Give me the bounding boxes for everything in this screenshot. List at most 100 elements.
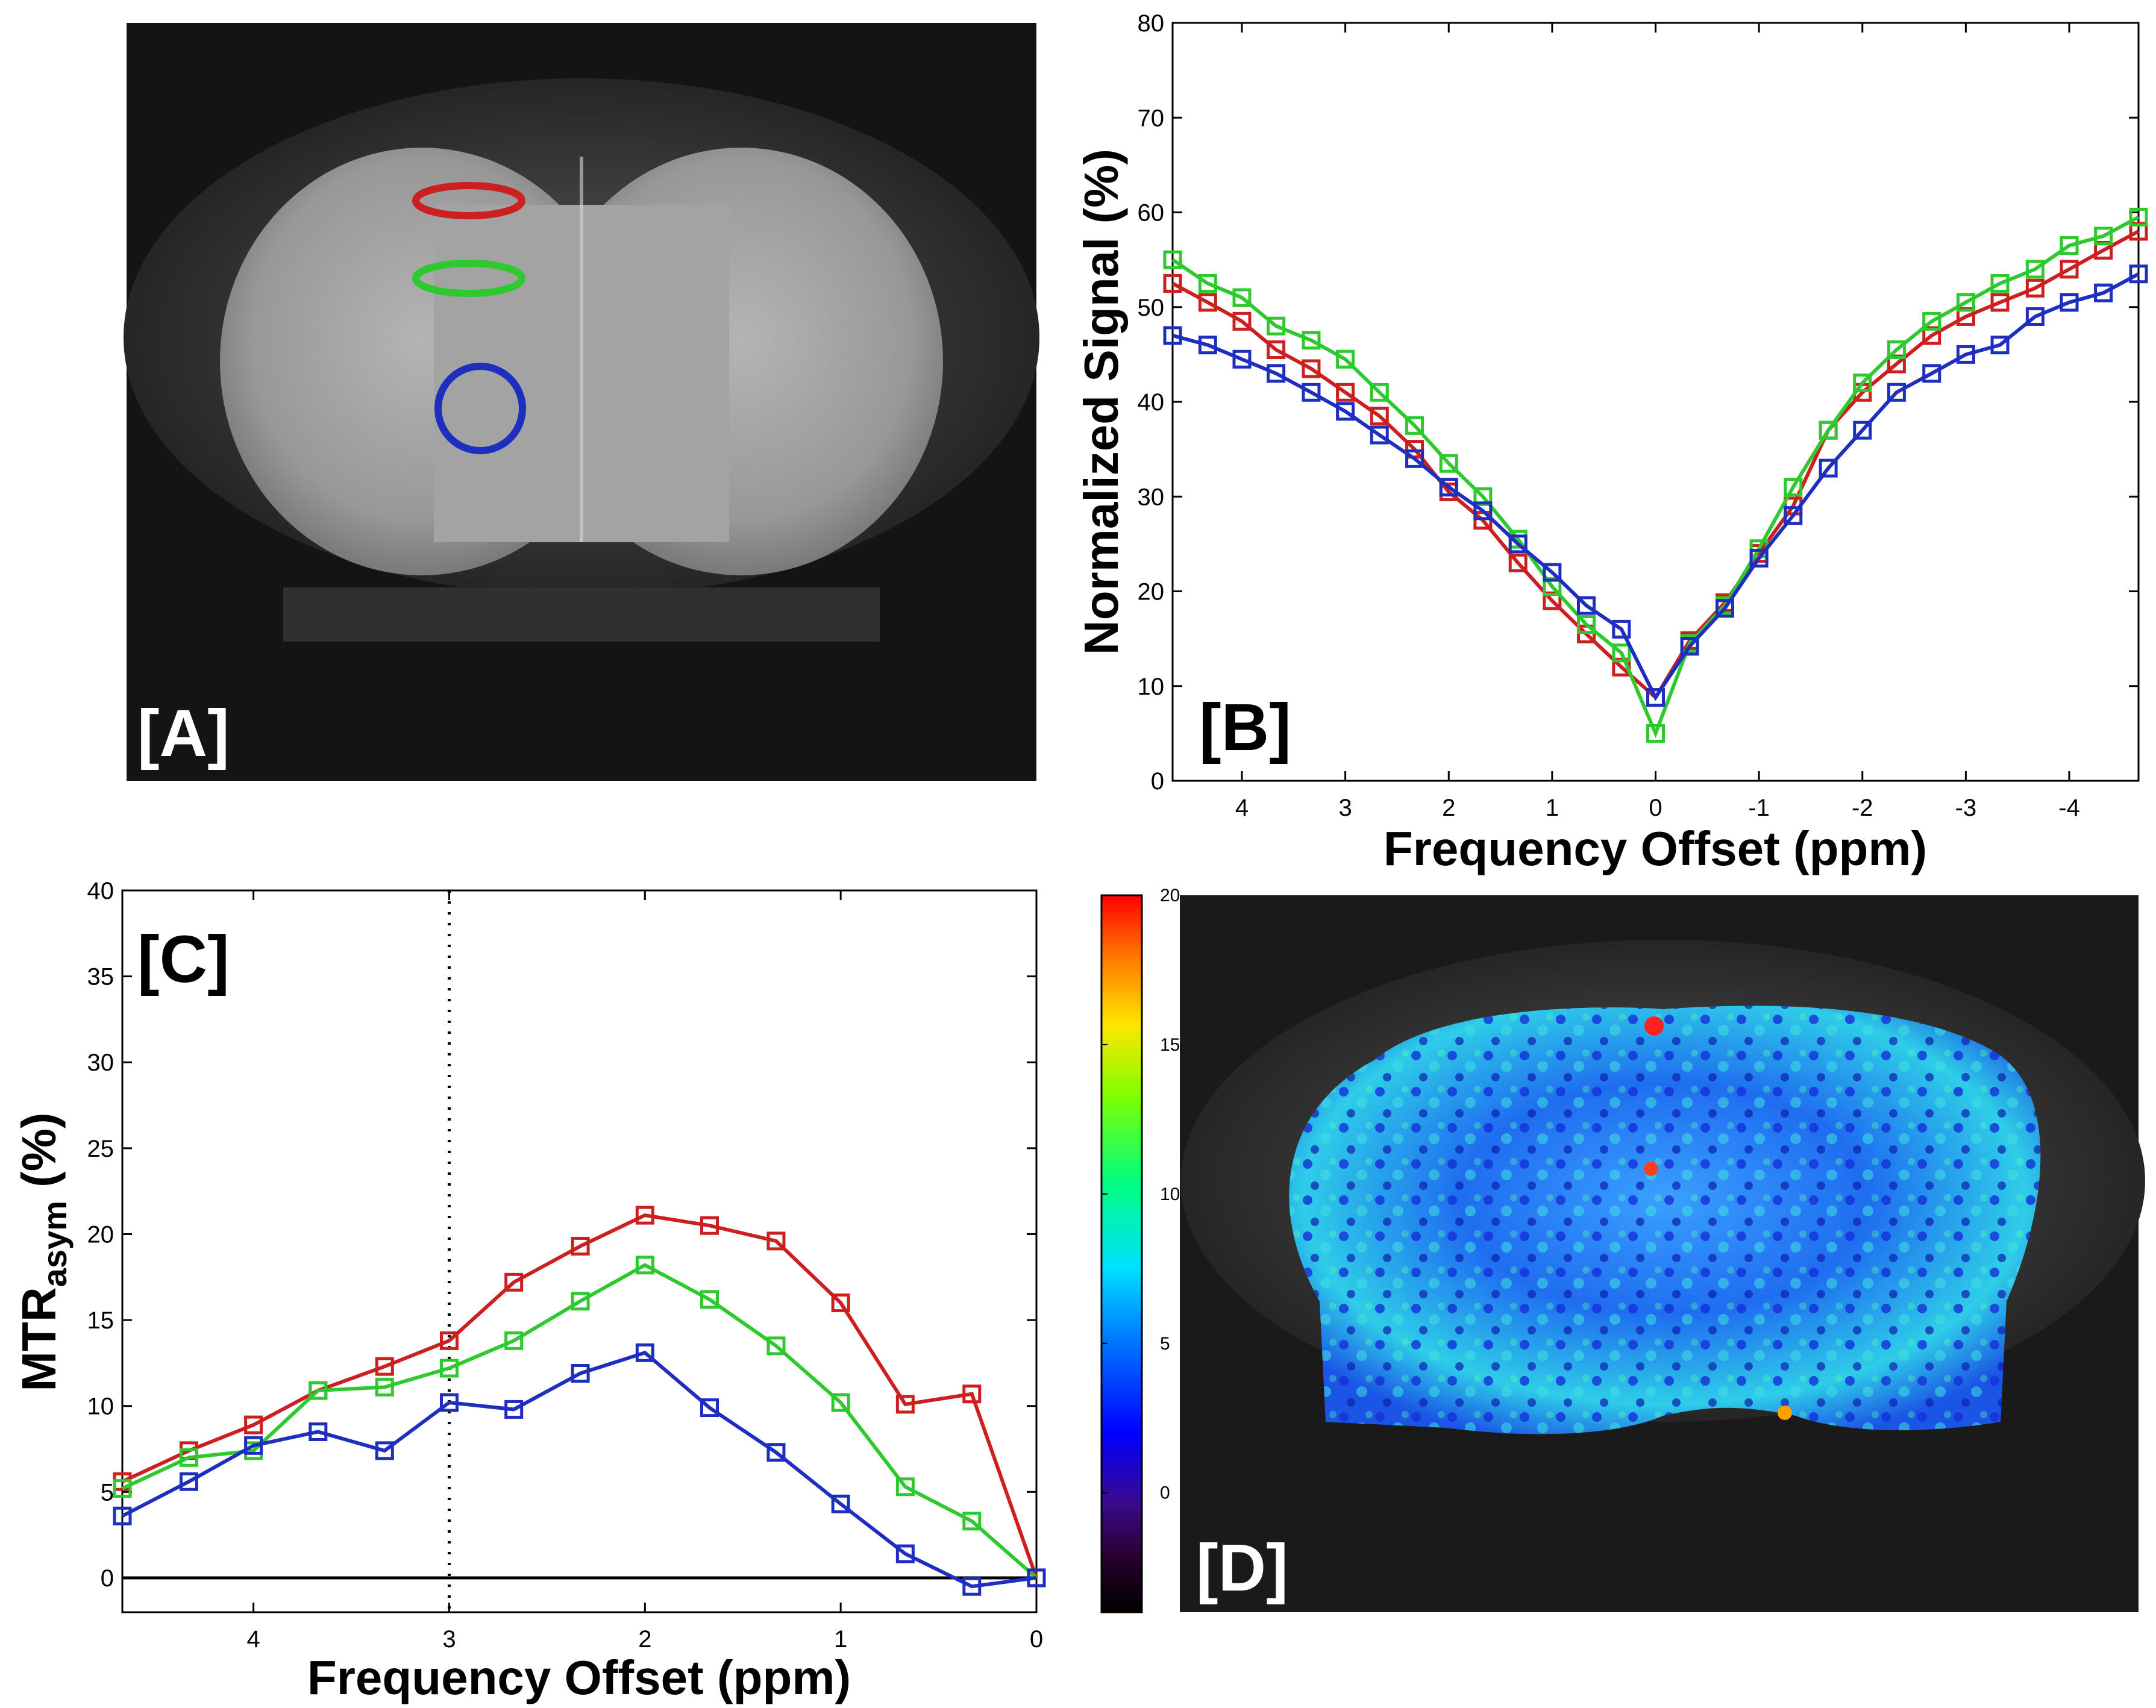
panel-d-hotspot-mid (1644, 1162, 1658, 1176)
panel-b-series-marker-2 (1749, 548, 1769, 568)
panel-b-series-marker-2 (1819, 458, 1838, 478)
panel-b-xtick-label: -2 (1852, 795, 1873, 821)
panel-b-ytick-label: 50 (1138, 295, 1165, 321)
panel-c-ytick-label: 20 (87, 1221, 114, 1248)
panel-c-series-marker-1 (113, 1479, 132, 1498)
panel-b-ytick-label: 20 (1138, 579, 1165, 605)
panel-b-series-marker-2 (1473, 501, 1493, 521)
panel-c-series-marker-0 (571, 1236, 590, 1256)
panel-c-series-marker-1 (375, 1377, 394, 1397)
panel-c-series-marker-1 (571, 1292, 590, 1311)
panel-c-series-marker-0 (962, 1384, 982, 1404)
panel-c-ylabel-main: MTR (12, 1287, 66, 1391)
panel-b-series-marker-2 (1370, 425, 1389, 445)
panel-b-series-marker-1 (1990, 274, 2010, 293)
panel-d-hotspot-top (1644, 1016, 1664, 1036)
panel-c-series-marker-0 (700, 1216, 719, 1235)
panel-b-label: [B] (1199, 690, 1291, 765)
panel-c-series-marker-2 (309, 1422, 328, 1441)
panel-b-series-marker-1 (1336, 349, 1355, 369)
panel-b-series-marker-2 (1922, 364, 1941, 383)
panel-b-series-marker-0 (2025, 278, 2045, 298)
panel-b-series-marker-2 (1956, 345, 1975, 364)
panel-c-series-marker-2 (895, 1544, 915, 1563)
panel-c-ytick-label: 5 (101, 1479, 114, 1506)
panel-c-series-marker-1 (635, 1256, 654, 1275)
panel-b-series-marker-2 (1405, 449, 1424, 468)
panel-b-series-marker-0 (1336, 383, 1355, 402)
panel-b-ytick-label: 80 (1138, 10, 1165, 37)
panel-b-series-marker-2 (1887, 383, 1906, 402)
panel-c-ytick-label: 15 (87, 1307, 114, 1334)
panel-b-series-marker-1 (1163, 250, 1182, 269)
panel-b-series-marker-2 (1232, 349, 1252, 369)
colorbar-tick-label: 0 (1160, 1483, 1170, 1503)
panel-d: 20 15 10 5 0 [D] (1100, 886, 2145, 1613)
panel-c-series-marker-1 (439, 1359, 459, 1378)
panel-b-series-marker-1 (2025, 260, 2045, 279)
panel-b-series-marker-2 (2025, 307, 2045, 326)
panel-b-series-marker-1 (1198, 274, 1217, 293)
panel-c-series-marker-2 (766, 1443, 786, 1462)
panel-c-series-marker-1 (700, 1290, 719, 1309)
panel-b-ytick-label: 40 (1138, 389, 1165, 416)
panel-c-series-marker-2 (571, 1364, 590, 1383)
panel-b-series-marker-2 (1336, 402, 1355, 421)
panel-c-series-marker-1 (309, 1381, 328, 1400)
panel-c-series-marker-2 (244, 1436, 263, 1455)
panel-b-series-marker-1 (1922, 311, 1941, 331)
panel-b-series-marker-0 (1370, 407, 1389, 426)
panel-b-series-marker-0 (1302, 359, 1321, 378)
panel-b-series-marker-1 (1302, 331, 1321, 350)
panel-b-series-marker-1 (1819, 421, 1838, 440)
panel-c-ylabel-unit: (%) (12, 1112, 66, 1201)
panel-a: [A] (124, 23, 1039, 781)
panel-b-series-marker-1 (1956, 293, 1975, 312)
panel-b-series-marker-1 (1784, 478, 1803, 497)
panel-c-series-marker-1 (504, 1331, 524, 1350)
panel-c-series-marker-2 (179, 1472, 198, 1491)
panel-b-series-marker-0 (1232, 311, 1252, 331)
panel-c-series-marker-1 (962, 1512, 982, 1531)
panel-b-series-marker-1 (1612, 643, 1631, 663)
panel-b-axes (1171, 22, 2140, 782)
panel-b-series-marker-1 (1439, 454, 1458, 473)
panel-c-series-marker-1 (895, 1477, 915, 1497)
colorbar-tick-label: 15 (1160, 1035, 1180, 1055)
panel-c-ylabel: MTRasym (%) (12, 1112, 74, 1391)
panel-b-series-marker-1 (1853, 374, 1872, 393)
panel-c-series-marker-2 (504, 1400, 524, 1419)
panel-b-series-marker-1 (2060, 236, 2079, 255)
panel-b-ytick-label: 0 (1151, 768, 1164, 795)
panel-b-series-marker-0 (2060, 260, 2079, 279)
panel-b-series-marker-1 (2129, 207, 2148, 227)
panel-c-series-marker-2 (113, 1506, 132, 1525)
panel-c-series-marker-2 (700, 1398, 719, 1418)
panel-b-xtick-label: 3 (1338, 795, 1352, 821)
panel-b-series-marker-2 (1267, 364, 1286, 383)
panel-c-series-marker-0 (895, 1395, 915, 1414)
panel-b-xlabel: Frequency Offset (ppm) (1384, 822, 1927, 875)
panel-b-xtick-label: -3 (1955, 795, 1977, 821)
panel-c-ytick-label: 40 (87, 878, 114, 904)
panel-b-ylabel: Normalized Signal (%) (1074, 149, 1128, 655)
panel-b-series-marker-0 (1198, 293, 1217, 312)
panel-c-series-marker-2 (439, 1393, 459, 1412)
panel-a-label: [A] (137, 696, 230, 771)
panel-b-series-marker-2 (1198, 336, 1217, 355)
panel-b-series-marker-2 (2060, 293, 2079, 312)
panel-c-series-marker-2 (375, 1441, 394, 1460)
panel-c-series-line-2 (121, 1350, 1037, 1589)
panel-c-series-line-0 (121, 1213, 1038, 1578)
panel-c-axes (121, 889, 1038, 1613)
panel-b-series-marker-2 (1990, 336, 2010, 355)
panel-b-series-marker-2 (1680, 637, 1699, 656)
panel-d-label: [D] (1196, 1531, 1288, 1605)
panel-c-series-marker-0 (375, 1357, 394, 1376)
panel-b-ytick-label: 70 (1138, 105, 1165, 131)
panel-b-series-marker-1 (1887, 340, 1906, 360)
panel-c-ytick-label: 30 (87, 1050, 114, 1076)
